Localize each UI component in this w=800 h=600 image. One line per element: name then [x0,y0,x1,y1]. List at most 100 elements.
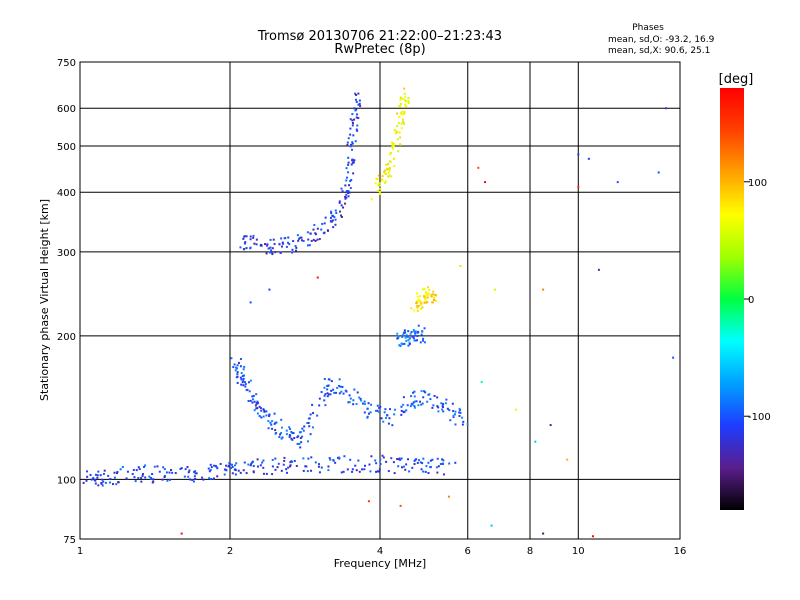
data-point [424,295,427,298]
x-tick-label: 8 [527,546,533,557]
data-point [336,386,339,389]
data-point [416,334,419,337]
data-point [338,201,341,204]
data-point [276,466,279,469]
data-point [236,375,239,378]
data-point [223,473,226,476]
data-point [323,386,326,389]
data-point [449,419,452,422]
data-point [383,170,386,173]
data-point [354,464,357,467]
data-point [283,459,286,462]
data-point [420,390,423,393]
data-point [364,464,367,467]
data-point [208,477,211,480]
data-point [349,145,352,148]
data-point [135,469,138,472]
data-point [256,400,259,403]
data-point [454,461,457,464]
data-point [330,389,333,392]
data-point [416,307,419,310]
data-point [215,466,218,469]
data-point [370,403,373,406]
data-point [243,461,246,464]
data-point [184,468,187,471]
data-point [402,332,405,335]
data-point [405,339,408,342]
data-point [113,476,116,479]
data-point [413,459,416,462]
data-point [258,405,261,408]
phase-stats-o: mean, sd,O: -93.2, 16.9 [608,35,715,45]
data-point [459,408,462,411]
data-point [382,420,385,423]
data-point [587,157,590,160]
data-point [391,144,394,147]
data-point [445,398,448,401]
data-point [427,286,430,289]
data-point [341,385,344,388]
data-point [381,178,384,181]
data-point [301,435,304,438]
data-point [323,394,326,397]
data-point [314,232,317,235]
data-point [269,249,272,252]
data-point [249,301,252,304]
data-point [191,479,194,482]
data-point [240,378,243,381]
data-point [269,251,272,254]
data-point [440,402,443,405]
data-point [137,466,140,469]
data-point [381,175,384,178]
data-point [379,405,382,408]
data-point [426,301,429,304]
data-point [352,161,355,164]
data-point [454,423,457,426]
data-point [193,475,196,478]
data-point [591,535,594,538]
data-point [435,299,438,302]
data-point [357,103,360,106]
data-point [340,471,343,474]
data-point [400,103,403,106]
data-point [214,464,217,467]
data-point [421,288,424,291]
data-point [140,476,143,479]
data-point [379,458,382,461]
data-point [344,202,347,205]
data-point [413,406,416,409]
data-point [340,215,343,218]
data-point [121,466,124,469]
data-point [259,407,262,410]
data-point [385,416,388,419]
data-point [310,456,313,459]
data-point [458,407,461,410]
data-point [97,470,100,473]
data-point [161,478,164,481]
data-point [437,410,440,413]
y-tick-label: 400 [57,188,76,199]
data-point [327,384,330,387]
data-points [82,87,675,538]
data-point [231,465,234,468]
data-point [194,472,197,475]
data-point [342,392,345,395]
data-point [399,136,402,139]
data-point [459,411,462,414]
data-point [288,426,291,429]
data-point [367,402,370,405]
data-point [436,471,439,474]
data-point [480,381,483,384]
data-point [345,176,348,179]
data-point [425,291,428,294]
data-point [433,296,436,299]
data-point [390,175,393,178]
data-point [288,243,291,246]
data-point [448,462,451,465]
data-point [412,329,415,332]
data-point [242,377,245,380]
data-point [295,464,298,467]
data-point [349,458,352,461]
data-point [235,366,238,369]
